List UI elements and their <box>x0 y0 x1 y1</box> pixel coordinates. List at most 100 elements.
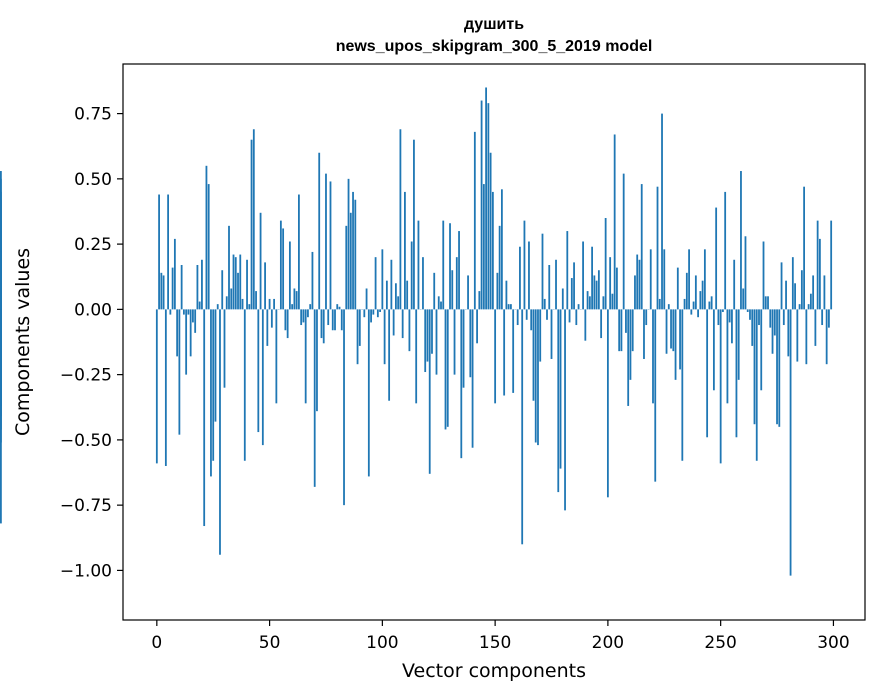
bar <box>715 207 718 310</box>
bar <box>812 275 815 310</box>
bar <box>629 309 632 380</box>
bar <box>298 194 300 310</box>
bar <box>507 304 510 310</box>
bar <box>731 309 733 344</box>
bar <box>261 309 264 446</box>
bar <box>667 304 670 310</box>
bar <box>670 309 672 349</box>
bar <box>449 223 451 310</box>
bar <box>435 309 438 375</box>
bar <box>724 191 727 310</box>
y-tick-label: 0.25 <box>74 235 112 255</box>
bar <box>471 309 474 448</box>
bar <box>426 309 429 362</box>
plot-frame <box>122 63 866 621</box>
bar <box>241 298 244 310</box>
bar <box>288 241 291 310</box>
bar <box>803 186 805 310</box>
bar <box>611 293 614 310</box>
bar <box>816 220 819 310</box>
bar <box>160 272 163 310</box>
bar <box>805 309 808 365</box>
bar <box>640 184 643 310</box>
bar <box>575 309 578 326</box>
bar <box>259 212 262 310</box>
bar <box>503 309 506 396</box>
bar <box>266 309 269 346</box>
bar <box>171 267 174 310</box>
bar <box>690 309 693 315</box>
bar <box>681 309 684 461</box>
bar <box>230 288 233 310</box>
bar <box>363 309 366 318</box>
x-tick-label: 50 <box>259 633 281 653</box>
bar <box>746 309 749 312</box>
bar <box>776 309 778 425</box>
bar <box>539 309 542 362</box>
bar <box>787 309 790 357</box>
bar <box>498 225 501 310</box>
bar <box>643 309 645 359</box>
x-axis-label: Vector components <box>402 660 586 682</box>
bar <box>712 309 715 391</box>
bar <box>494 309 497 404</box>
bar <box>316 309 318 412</box>
bar <box>645 309 648 326</box>
bar <box>618 309 621 352</box>
bar <box>417 220 420 310</box>
bar <box>444 309 447 430</box>
bar <box>582 241 584 310</box>
bar <box>672 309 675 352</box>
bar <box>318 152 321 310</box>
bar <box>638 259 641 310</box>
bar <box>275 309 278 404</box>
bar <box>625 309 627 333</box>
y-tick-label: 0.75 <box>74 105 112 125</box>
bar <box>462 309 465 388</box>
bar <box>771 309 774 354</box>
bar <box>537 309 539 446</box>
bar <box>694 275 697 310</box>
bar <box>228 225 230 310</box>
bar <box>523 220 526 310</box>
bar <box>679 309 681 370</box>
bar <box>717 309 720 326</box>
bar <box>279 220 282 310</box>
x-tick-label: 150 <box>479 633 511 653</box>
y-tick-label: 0.00 <box>74 300 112 320</box>
bar <box>595 280 598 310</box>
bar <box>248 304 251 310</box>
bar <box>609 257 612 310</box>
bar <box>491 191 494 310</box>
bar <box>460 309 463 459</box>
bar <box>354 199 357 310</box>
bar <box>764 296 767 310</box>
bar <box>658 298 661 310</box>
y-axis: 0.75 0.50 0.25 0.00 −0.25 −0.50 −0.75 −1.00 <box>60 105 123 581</box>
bar <box>442 220 445 310</box>
bar <box>548 265 551 310</box>
bar <box>325 173 327 310</box>
bar <box>649 249 652 310</box>
bar <box>295 291 298 310</box>
bar <box>584 309 587 341</box>
bar <box>291 304 294 310</box>
bar <box>541 233 544 310</box>
bar <box>198 301 201 310</box>
bar <box>164 309 167 466</box>
bar <box>167 194 169 310</box>
bar <box>0 191 2 310</box>
bar <box>478 291 481 310</box>
bar <box>521 309 524 545</box>
bar <box>602 296 605 310</box>
bar <box>753 309 756 425</box>
bar <box>293 288 296 310</box>
bar <box>0 293 2 310</box>
bar <box>652 309 654 404</box>
y-tick-label: −1.00 <box>60 561 112 581</box>
bar <box>559 309 562 469</box>
bar <box>345 225 348 310</box>
bar <box>399 129 402 310</box>
bar <box>0 309 2 524</box>
bar <box>440 301 442 310</box>
